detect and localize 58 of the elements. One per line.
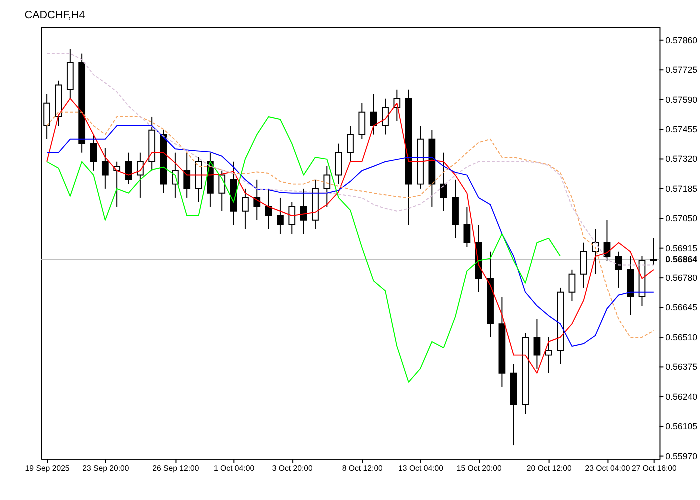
ref-line-label: 0.56864 (666, 254, 698, 265)
x-tick-label: 27 Oct 16:00 (632, 464, 678, 474)
candlestick (254, 179, 261, 221)
candlestick (464, 206, 471, 248)
candlestick (218, 170, 226, 212)
candlestick (382, 98, 389, 136)
y-tick-label: 0.56915 (666, 243, 698, 254)
y-tick-label: 0.56510 (666, 332, 698, 342)
candlestick (44, 94, 51, 140)
y-tick-label: 0.56105 (666, 422, 698, 432)
candlestick (370, 94, 378, 136)
candlestick (545, 336, 552, 374)
candlestick (125, 152, 132, 185)
candlestick (358, 102, 366, 140)
y-tick-label: 0.56645 (666, 302, 698, 313)
y-tick-label: 0.57050 (666, 214, 698, 224)
x-tick-label: 1 Oct 04:00 (214, 464, 256, 474)
candlestick (277, 197, 284, 235)
line-series (46, 98, 654, 374)
candlestick (90, 134, 98, 172)
y-tick-label: 0.57590 (666, 94, 698, 105)
y-tick-label: 0.57320 (666, 154, 698, 164)
candlestick (580, 242, 588, 288)
x-tick-label: 13 Oct 04:00 (398, 464, 444, 474)
candlestick (288, 202, 296, 235)
x-tick-label: 19 Sep 2025 (25, 464, 70, 474)
y-tick-label: 0.57725 (666, 65, 698, 76)
y-tick-label: 0.55970 (666, 451, 698, 462)
y-tick-label: 0.56240 (666, 392, 698, 402)
x-tick-label: 26 Sep 12:00 (152, 464, 200, 474)
chart-title: CADCHF,H4 (24, 9, 86, 22)
candlestick (568, 269, 576, 302)
candlestick (136, 152, 144, 198)
y-tick-label: 0.56375 (666, 362, 698, 372)
candlestick (335, 143, 342, 185)
x-tick-label: 20 Oct 12:00 (526, 464, 572, 474)
candlestick (242, 188, 249, 230)
candlestick (102, 148, 109, 190)
x-tick-label: 23 Oct 04:00 (585, 464, 631, 474)
candlestick (184, 152, 191, 198)
y-tick-label: 0.56780 (666, 273, 698, 284)
x-tick-label: 3 Oct 20:00 (272, 464, 314, 474)
x-tick-label: 8 Oct 12:00 (342, 464, 384, 474)
candlestick (300, 188, 308, 235)
candlestick (615, 251, 622, 288)
candlestick (534, 318, 541, 370)
candlestick (347, 126, 354, 162)
candlestick (650, 238, 658, 266)
y-tick-label: 0.57185 (666, 184, 698, 194)
x-tick-label: 23 Sep 20:00 (82, 464, 130, 474)
line-series (46, 116, 562, 383)
candlestick (324, 166, 331, 208)
y-tick-label: 0.57860 (666, 35, 698, 46)
y-tick-label: 0.57455 (666, 124, 698, 134)
candlestick (440, 152, 448, 212)
candlestick (172, 152, 179, 198)
x-tick-label: 15 Oct 20:00 (456, 464, 502, 474)
candlestick (265, 188, 272, 230)
